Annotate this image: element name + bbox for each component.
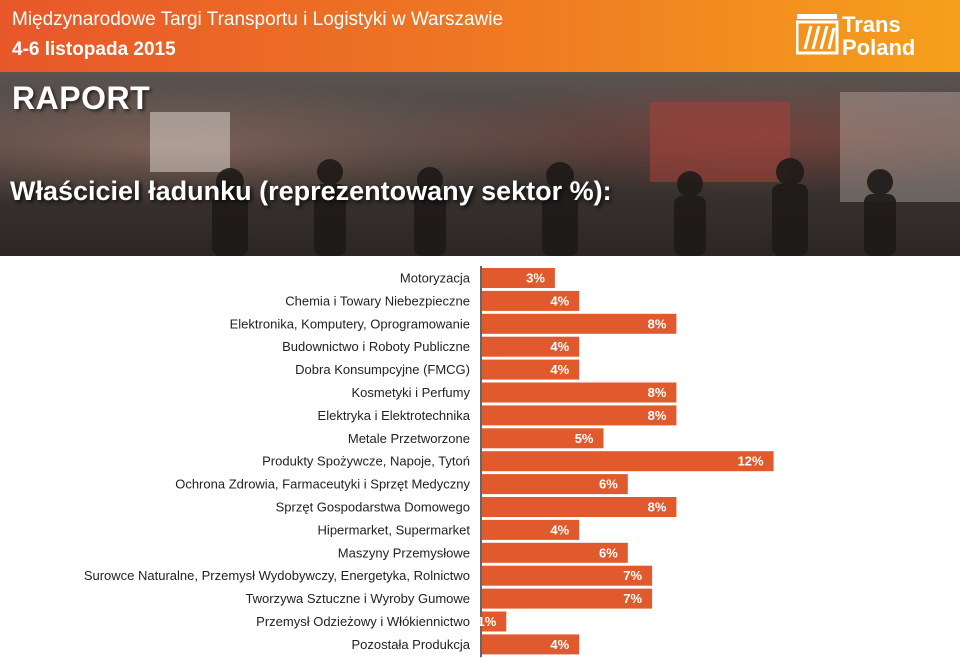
data-label: 7% (623, 591, 642, 606)
bar (482, 428, 604, 449)
category-label: Przemysł Odzieżowy i Włókiennictwo (256, 614, 470, 629)
report-label: RAPORT (12, 80, 151, 116)
header-banner: Międzynarodowe Targi Transportu i Logist… (0, 0, 960, 72)
category-label: Ochrona Zdrowia, Farmaceutyki i Sprzęt M… (175, 477, 470, 492)
category-label: Tworzywa Sztuczne i Wyroby Gumowe (245, 591, 470, 606)
data-label: 5% (575, 431, 594, 446)
data-label: 8% (648, 500, 667, 515)
event-dates: 4-6 listopada 2015 (12, 39, 176, 60)
category-label: Metale Przetworzone (348, 431, 470, 446)
bar (482, 405, 677, 426)
bar (482, 565, 653, 586)
data-label: 8% (648, 408, 667, 423)
category-label: Hipermarket, Supermarket (318, 522, 471, 537)
chart-title: Właściciel ładunku (reprezentowany sekto… (10, 176, 612, 206)
category-label: Dobra Konsumpcyjne (FMCG) (295, 362, 470, 377)
data-label: 3% (526, 271, 545, 286)
bar (482, 268, 555, 288)
data-label: 4% (550, 339, 569, 354)
event-title: Międzynarodowe Targi Transportu i Logist… (12, 9, 504, 30)
bar (482, 588, 653, 609)
category-label: Surowce Naturalne, Przemysł Wydobywczy, … (84, 568, 470, 583)
trade-fair-photo (0, 72, 960, 256)
bar (482, 611, 507, 632)
data-label: 4% (550, 293, 569, 308)
data-label: 6% (599, 477, 618, 492)
category-label: Pozostała Produkcja (351, 637, 470, 652)
bar (482, 359, 580, 380)
category-label: Elektronika, Komputery, Oprogramowanie (230, 316, 470, 331)
transpoland-logo: Trans Poland (796, 12, 915, 58)
horizontal-bar-chart: Motoryzacja 3% Chemia i Towary Niebezpiecz… (84, 266, 774, 658)
category-label: Kosmetyki i Perfumy (352, 385, 471, 400)
category-label: Produkty Spożywcze, Napoje, Tytoń (262, 454, 470, 469)
crowd-silhouette-image (150, 92, 960, 256)
data-label: 4% (550, 522, 569, 537)
bar (482, 382, 677, 403)
bar (482, 451, 774, 472)
data-label: 1% (478, 614, 497, 629)
category-label: Budownictwo i Roboty Publiczne (282, 339, 470, 354)
bar (482, 336, 580, 357)
data-label: 4% (550, 637, 569, 652)
data-label: 6% (599, 545, 618, 560)
data-label: 12% (738, 454, 764, 469)
bar (482, 519, 580, 540)
category-label: Elektryka i Elektrotechnika (318, 408, 471, 423)
bar (482, 497, 677, 517)
category-label: Chemia i Towary Niebezpieczne (285, 293, 470, 308)
bar (482, 634, 580, 655)
bar (482, 474, 628, 495)
logo-emblem-icon (796, 14, 839, 55)
logo-text-poland: Poland (842, 35, 915, 58)
data-label: 8% (648, 316, 667, 331)
category-label: Sprzęt Gospodarstwa Domowego (276, 500, 470, 515)
data-label: 7% (623, 568, 642, 583)
bar (482, 290, 580, 311)
logo-text-trans: Trans (842, 12, 901, 37)
category-label: Motoryzacja (400, 271, 471, 286)
bar (482, 542, 628, 563)
data-label: 4% (550, 362, 569, 377)
data-label: 8% (648, 385, 667, 400)
category-label: Maszyny Przemysłowe (338, 545, 470, 560)
bar (482, 313, 677, 334)
